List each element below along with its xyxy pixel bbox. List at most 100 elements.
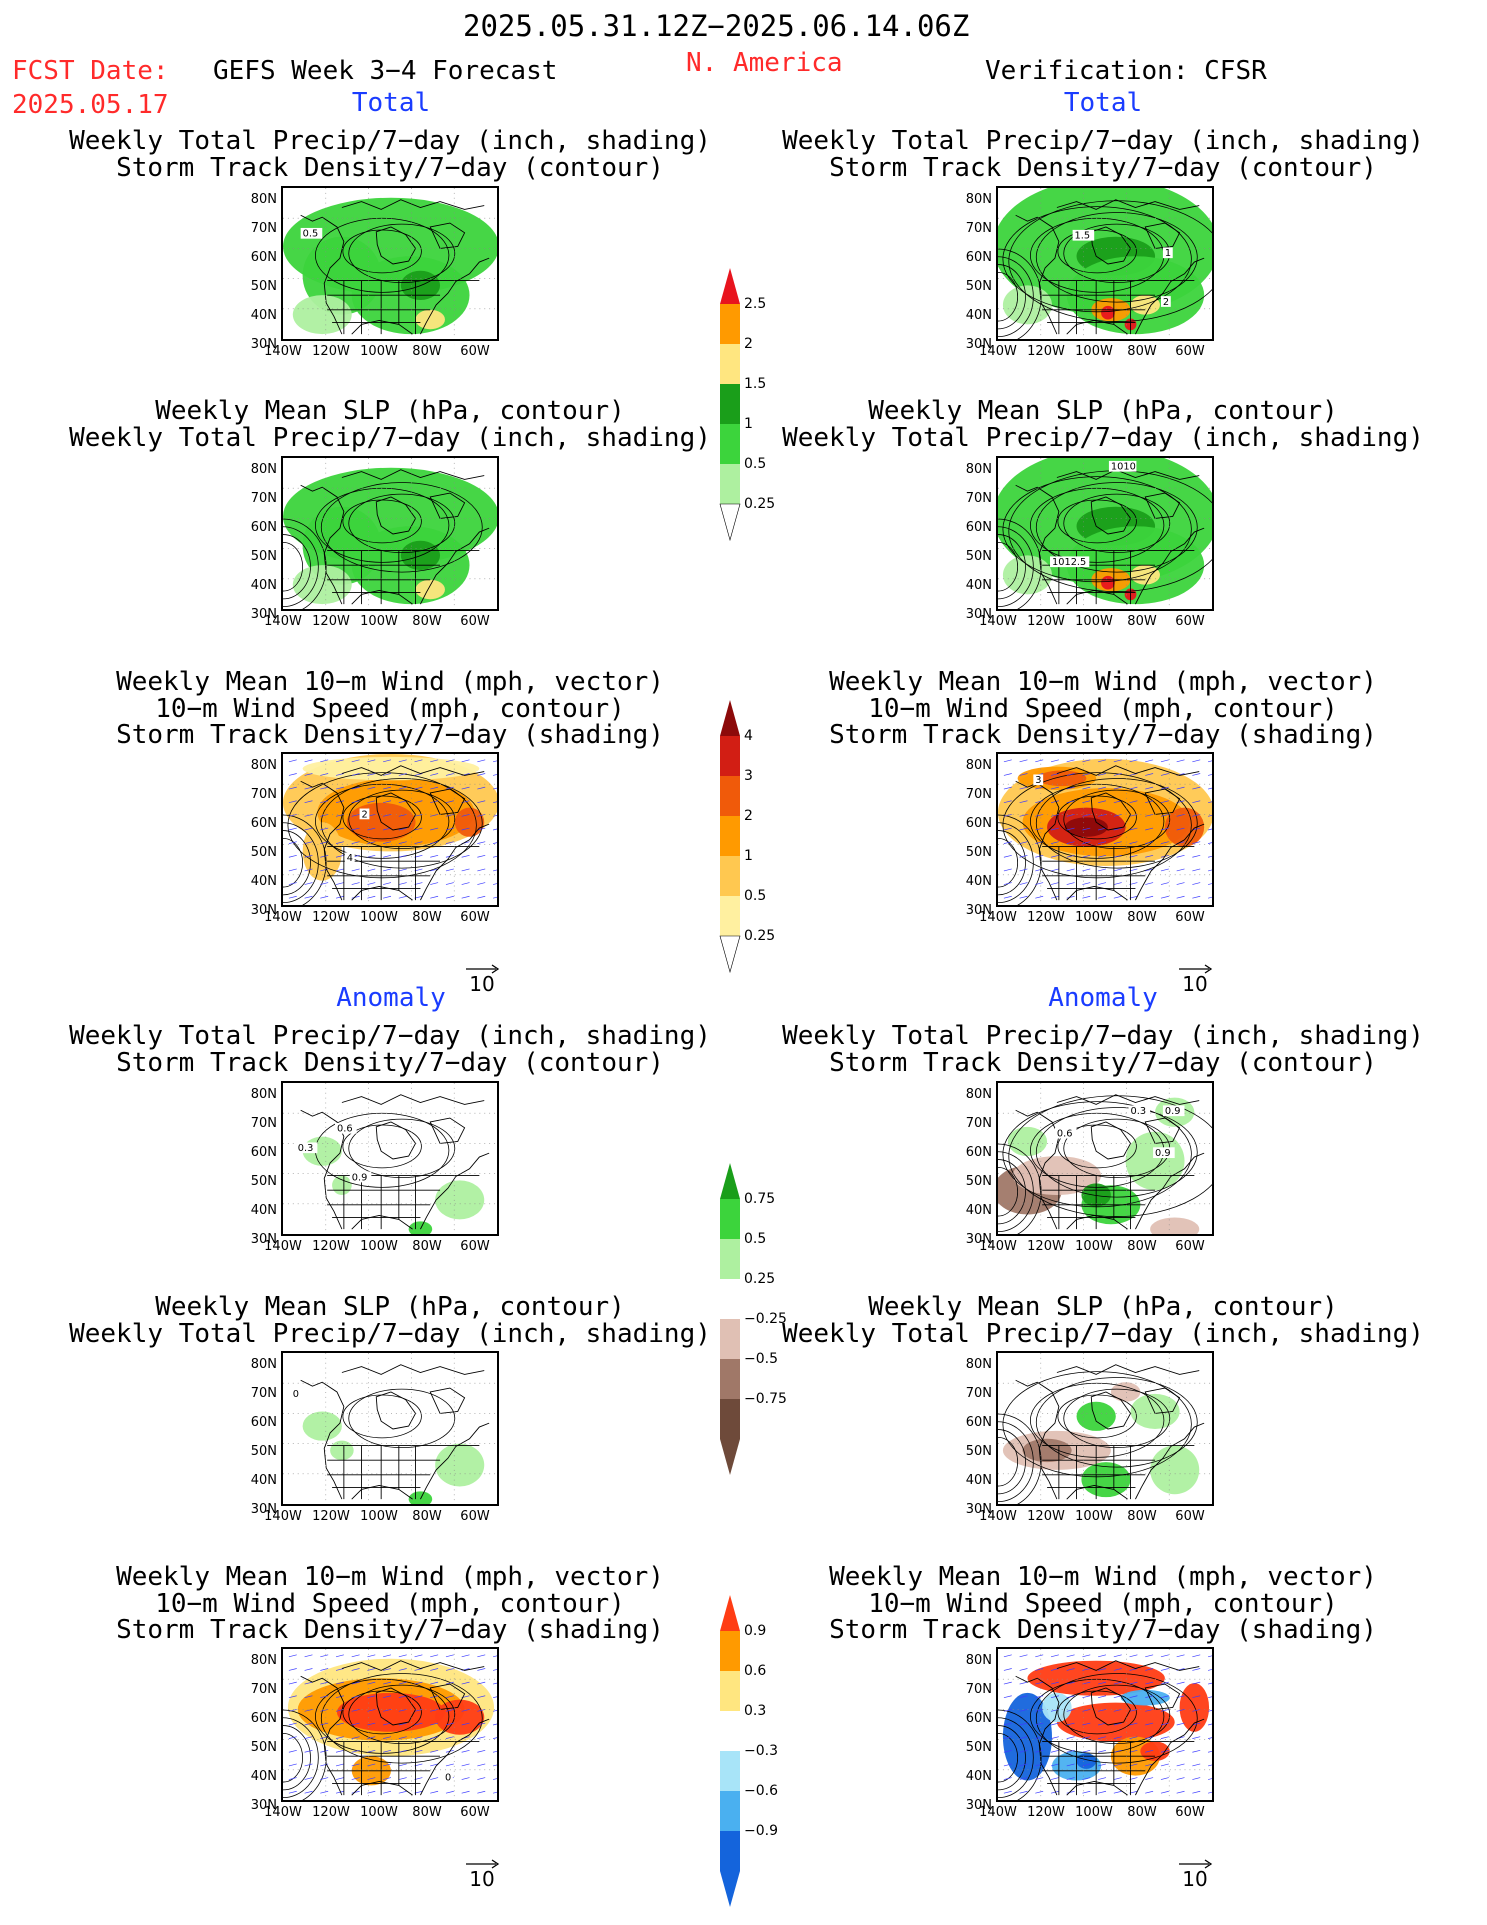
lat-tick-label: 40N — [250, 308, 277, 323]
lat-tick-label: 30N — [965, 607, 992, 622]
lon-tick-label: 140W — [264, 1239, 302, 1254]
lat-tick-label: 70N — [250, 1386, 277, 1401]
lat-tick-label: 80N — [250, 192, 277, 207]
lon-tick-label: 60W — [1175, 344, 1205, 359]
lat-tick-label: 30N — [250, 903, 277, 918]
lon-tick-label: 140W — [264, 344, 302, 359]
colorbar-tick-label: 0.25 — [744, 928, 776, 944]
title-t1l-line1: Weekly Total Precip/7−day (inch, shading… — [69, 126, 711, 156]
lat-tick-label: 80N — [250, 1653, 277, 1668]
lon-tick-label: 140W — [979, 1239, 1017, 1254]
title-a2l-line2: Weekly Total Precip/7−day (inch, shading… — [69, 1319, 711, 1349]
lon-tick-label: 100W — [1075, 1805, 1113, 1820]
arrow-right-icon — [462, 1855, 502, 1869]
colorbar-precip-anom: 0.75 0.5 0.25 −0.25 −0.5 −0.75 — [718, 1163, 787, 1483]
colorbar-segment — [720, 424, 740, 464]
map-anom-slp-precip-verif — [996, 1351, 1214, 1506]
colorbar-segment — [720, 384, 740, 424]
lat-tick-label: 60N — [250, 1415, 277, 1430]
lon-tick-label: 80W — [412, 344, 442, 359]
lon-tick-label: 100W — [1075, 1509, 1113, 1524]
verification-title: Verification: CFSR — [985, 56, 1267, 86]
lat-tick-label: 70N — [965, 491, 992, 506]
lat-tick-label: 40N — [965, 874, 992, 889]
contour-label: 0.9 — [352, 1172, 368, 1183]
section-total-left: Total — [351, 88, 431, 118]
lat-tick-label: 70N — [965, 1386, 992, 1401]
title-a2r-line2: Weekly Total Precip/7−day (inch, shading… — [782, 1319, 1424, 1349]
lat-tick-label: 70N — [250, 787, 277, 802]
lat-tick-label: 30N — [250, 1232, 277, 1247]
colorbar-tick-label: −0.6 — [744, 1783, 778, 1799]
title-a3l-line3: Storm Track Density/7−day (shading) — [116, 1615, 664, 1645]
lat-tick-label: 30N — [250, 1798, 277, 1813]
colorbar-tick-label: 3 — [744, 768, 753, 784]
colorbar-segment — [720, 464, 740, 504]
a3l-map-graphic: 0 — [283, 1649, 497, 1800]
lon-tick-label: 60W — [1175, 1509, 1205, 1524]
lat-tick-label: 50N — [250, 845, 277, 860]
colorbar-tick-label: −0.9 — [744, 1823, 778, 1839]
lon-tick-label: 100W — [360, 1509, 398, 1524]
t2l-map-graphic — [283, 458, 497, 609]
lat-tick-label: 40N — [965, 1203, 992, 1218]
lat-tick-label: 60N — [250, 816, 277, 831]
lon-tick-label: 140W — [264, 910, 302, 925]
a3r-map-graphic — [998, 1649, 1212, 1800]
lat-tick-label: 50N — [965, 845, 992, 860]
map-anom-precip-storm-verif: 0.3 0.9 0.6 0.9 — [996, 1081, 1214, 1236]
lat-tick-label: 30N — [250, 1502, 277, 1517]
lon-tick-label: 100W — [1075, 910, 1113, 925]
vector-reference-t3r: 10 — [1175, 960, 1215, 996]
lat-tick-label: 70N — [250, 1116, 277, 1131]
lon-tick-label: 120W — [1027, 1239, 1065, 1254]
lat-tick-label: 80N — [250, 758, 277, 773]
lat-tick-label: 50N — [250, 279, 277, 294]
colorbar-segment — [720, 896, 740, 936]
lat-tick-label: 50N — [250, 1740, 277, 1755]
colorbar-segment — [720, 1751, 740, 1791]
colorbar-tick-label: −0.3 — [744, 1743, 778, 1759]
contour-label: 1 — [1165, 248, 1171, 259]
lon-tick-label: 120W — [1027, 910, 1065, 925]
lon-tick-label: 100W — [360, 910, 398, 925]
lat-tick-label: 40N — [250, 874, 277, 889]
colorbar-segment — [720, 1319, 740, 1359]
section-anomaly-right: Anomaly — [1048, 983, 1158, 1013]
lat-tick-label: 40N — [250, 578, 277, 593]
title-a3r-line2: 10−m Wind Speed (mph, contour) — [868, 1589, 1338, 1619]
contour-label: 1012.5 — [1052, 557, 1086, 568]
lon-tick-label: 80W — [1127, 1805, 1157, 1820]
lat-tick-label: 60N — [965, 816, 992, 831]
colorbar-tick-label: 1 — [744, 848, 753, 864]
lat-tick-label: 60N — [250, 520, 277, 535]
section-total-right: Total — [1063, 88, 1143, 118]
colorbar-tick-label: −0.75 — [744, 1391, 787, 1407]
lon-tick-label: 120W — [312, 344, 350, 359]
vector-reference-value: 10 — [1182, 972, 1208, 996]
map-anom-slp-precip-fcst: 0 — [281, 1351, 499, 1506]
colorbar-tick-label: 2.5 — [744, 296, 767, 312]
lat-tick-label: 70N — [965, 1116, 992, 1131]
title-t2l-line2: Weekly Total Precip/7−day (inch, shading… — [69, 423, 711, 453]
lat-tick-label: 30N — [965, 1502, 992, 1517]
lon-tick-label: 100W — [360, 614, 398, 629]
lon-tick-label: 80W — [412, 1509, 442, 1524]
arrow-right-icon — [462, 960, 502, 974]
colorbar-tick-label: 0.5 — [744, 1231, 767, 1247]
colorbar-segment — [720, 1359, 740, 1399]
lon-tick-label: 60W — [460, 910, 490, 925]
lat-tick-label: 30N — [965, 903, 992, 918]
lon-tick-label: 120W — [312, 1805, 350, 1820]
lon-tick-label: 60W — [460, 1509, 490, 1524]
lon-tick-label: 60W — [460, 1239, 490, 1254]
lat-tick-label: 80N — [965, 462, 992, 477]
contour-label: 0.3 — [298, 1143, 314, 1154]
colorbar-tick-label: 1.5 — [744, 376, 767, 392]
colorbar-segment — [720, 1399, 740, 1439]
lat-tick-label: 40N — [250, 1203, 277, 1218]
t3l-map-graphic: 24 — [283, 754, 497, 905]
title-t1r-line2: Storm Track Density/7−day (contour) — [829, 153, 1377, 183]
map-anom-wind-storm-verif — [996, 1647, 1214, 1802]
title-t2r-line1: Weekly Mean SLP (hPa, contour) — [868, 396, 1338, 426]
